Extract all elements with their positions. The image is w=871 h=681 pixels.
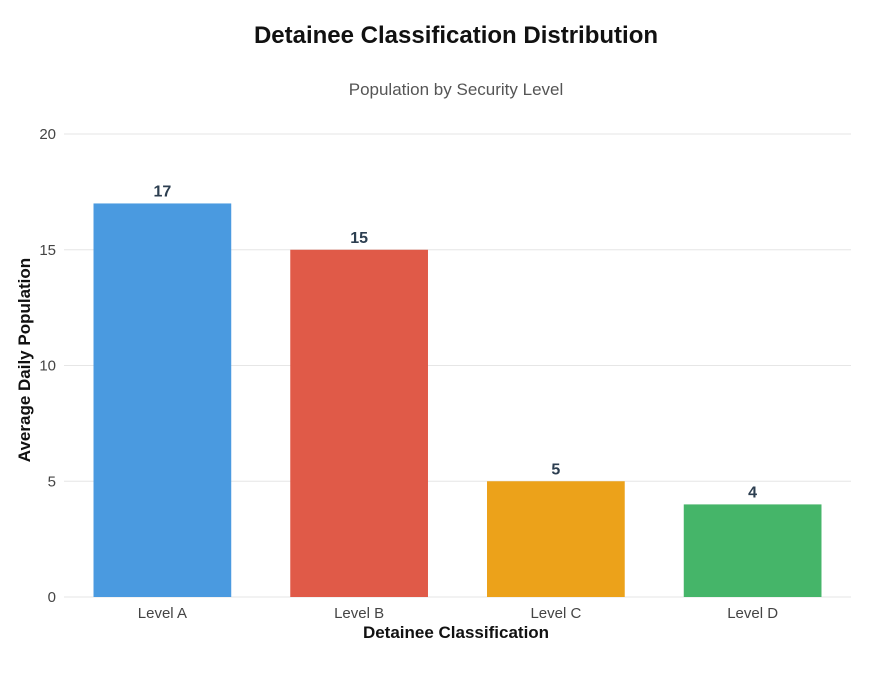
- x-tick-label: Level D: [727, 605, 778, 622]
- data-labels: 17 15 5 4: [153, 183, 757, 501]
- bar-level-c: [487, 481, 625, 597]
- y-tick-label: 15: [39, 242, 56, 259]
- bar-value-label: 5: [551, 461, 560, 478]
- y-tick-label: 10: [39, 358, 56, 375]
- y-tick-label: 20: [39, 126, 56, 143]
- bars: [93, 203, 822, 597]
- bar-level-b: [290, 249, 428, 597]
- chart-subtitle: Population by Security Level: [348, 80, 564, 99]
- y-axis-ticks: 0 5 10 15 20: [39, 126, 56, 606]
- x-tick-label: Level A: [138, 605, 187, 622]
- y-tick-label: 5: [48, 473, 56, 490]
- y-tick-label: 0: [48, 589, 56, 606]
- x-axis-ticks: Level A Level B Level C Level D: [138, 605, 778, 622]
- x-tick-label: Level B: [334, 605, 384, 622]
- x-axis-title: Detainee Classification: [363, 623, 549, 642]
- y-axis-title: Average Daily Population: [15, 258, 34, 462]
- bar-value-label: 4: [748, 484, 757, 501]
- x-tick-label: Level C: [530, 605, 581, 622]
- bar-level-d: [683, 504, 822, 597]
- bar-level-a: [93, 203, 232, 597]
- bar-value-label: 15: [350, 230, 368, 247]
- bar-value-label: 17: [153, 183, 171, 200]
- chart-title: Detainee Classification Distribution: [253, 22, 659, 49]
